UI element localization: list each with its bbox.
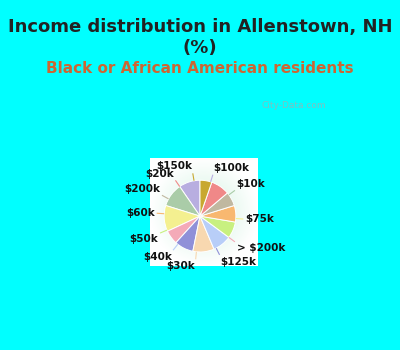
Text: Black or African American residents: Black or African American residents	[46, 61, 354, 76]
Text: $100k: $100k	[214, 163, 250, 173]
Text: $50k: $50k	[129, 234, 158, 244]
Wedge shape	[200, 182, 227, 216]
Text: $60k: $60k	[126, 208, 154, 218]
Wedge shape	[164, 205, 200, 231]
Wedge shape	[193, 216, 214, 252]
Text: $30k: $30k	[167, 261, 196, 271]
Wedge shape	[200, 193, 234, 216]
Text: $10k: $10k	[237, 179, 265, 189]
Wedge shape	[200, 180, 212, 216]
Text: $125k: $125k	[220, 257, 256, 267]
Text: $75k: $75k	[246, 214, 274, 224]
Wedge shape	[180, 180, 200, 216]
Text: $20k: $20k	[146, 169, 174, 178]
Text: $40k: $40k	[143, 252, 172, 262]
Wedge shape	[166, 187, 200, 216]
Text: > $200k: > $200k	[237, 243, 285, 253]
Text: City-Data.com: City-Data.com	[262, 101, 326, 110]
Text: $150k: $150k	[156, 161, 192, 171]
Wedge shape	[200, 216, 235, 237]
Wedge shape	[200, 216, 229, 249]
Wedge shape	[200, 205, 236, 222]
Wedge shape	[176, 216, 200, 251]
Text: $200k: $200k	[124, 184, 160, 194]
Wedge shape	[168, 216, 200, 243]
Text: Income distribution in Allenstown, NH
(%): Income distribution in Allenstown, NH (%…	[8, 18, 392, 57]
